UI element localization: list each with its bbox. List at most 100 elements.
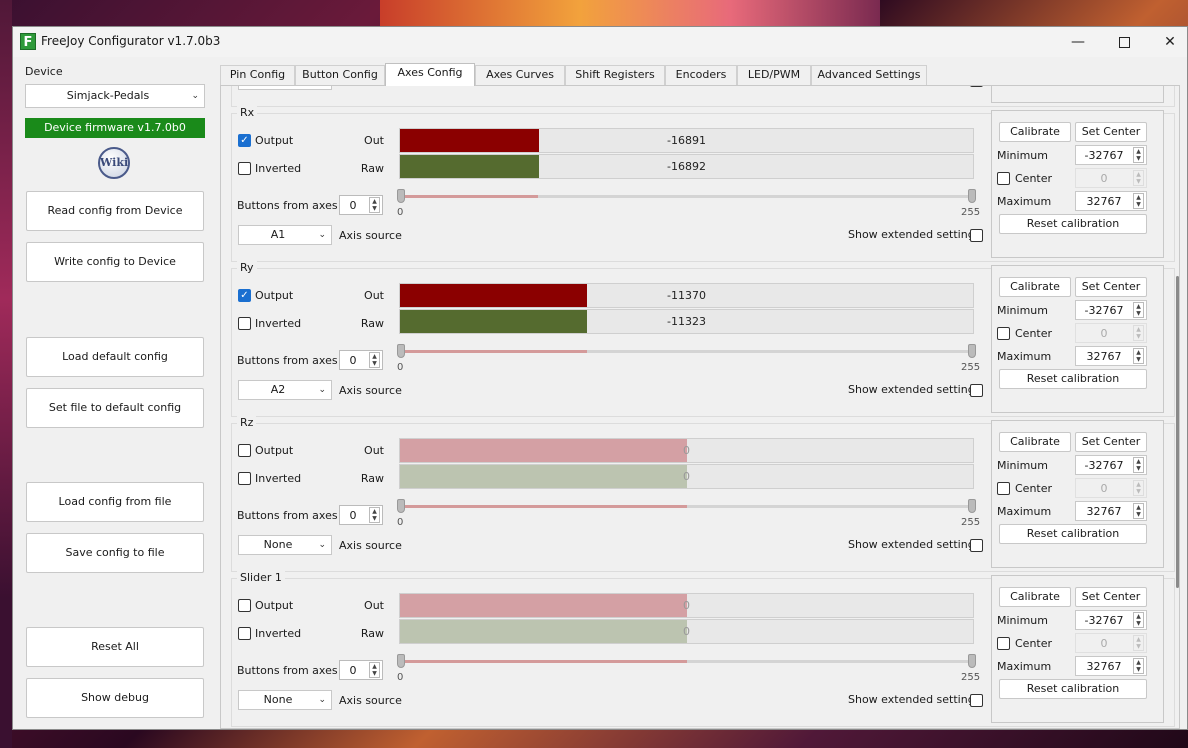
reset-calibration-button[interactable]: Reset calibration (999, 369, 1147, 389)
reset-calibration-button[interactable]: Reset calibration (999, 214, 1147, 234)
set-center-button[interactable]: Set Center (1075, 587, 1147, 607)
show-extended-checkbox[interactable] (970, 229, 983, 242)
maximum-label: Maximum (997, 195, 1052, 208)
spin-arrows-icon[interactable]: ▲ ▼ (369, 507, 380, 523)
minimum-spinbox[interactable]: -32767 ▲ ▼ (1075, 610, 1147, 630)
inverted-checkbox[interactable] (238, 472, 251, 485)
center-checkbox[interactable] (997, 327, 1010, 340)
center-checkbox[interactable] (997, 172, 1010, 185)
buttons-count: 0 (349, 199, 357, 212)
slider-max-handle[interactable] (968, 189, 976, 203)
tab-encoders[interactable]: Encoders (665, 65, 737, 85)
chevron-down-icon: ⌄ (318, 385, 326, 395)
maximum-spinbox[interactable]: 32767 ▲ ▼ (1075, 191, 1147, 211)
axis-source-select[interactable]: A1 ⌄ (238, 225, 332, 245)
spin-arrows-icon[interactable]: ▲ ▼ (369, 352, 380, 368)
minimum-spinbox[interactable]: -32767 ▲ ▼ (1075, 300, 1147, 320)
calibrate-button[interactable]: Calibrate (999, 587, 1071, 607)
buttons-range-slider[interactable] (397, 654, 976, 668)
set-center-button[interactable]: Set Center (1075, 432, 1147, 452)
close-button[interactable]: ✕ (1147, 27, 1188, 57)
read-config-button[interactable]: Read config from Device (26, 191, 204, 231)
wiki-globe-icon[interactable]: Wiki (98, 147, 130, 179)
axis-source-select[interactable]: None ⌄ (238, 690, 332, 710)
save-config-file-button[interactable]: Save config to file (26, 533, 204, 573)
tab-led-pwm[interactable]: LED/PWM (737, 65, 811, 85)
calibrate-button[interactable]: Calibrate (999, 432, 1071, 452)
minimum-label: Minimum (997, 459, 1048, 472)
tab-pin-config[interactable]: Pin Config (220, 65, 295, 85)
reset-calibration-button[interactable]: Reset calibration (999, 524, 1147, 544)
tab-advanced-settings[interactable]: Advanced Settings (811, 65, 927, 85)
write-config-button[interactable]: Write config to Device (26, 242, 204, 282)
calibrate-button[interactable]: Calibrate (999, 122, 1071, 142)
maximum-spinbox[interactable]: 32767 ▲ ▼ (1075, 501, 1147, 521)
show-extended-checkbox[interactable] (970, 694, 983, 707)
show-extended-checkbox[interactable] (970, 86, 983, 87)
slider-max-handle[interactable] (968, 654, 976, 668)
slider-max-handle[interactable] (968, 344, 976, 358)
minimum-spinbox[interactable]: -32767 ▲ ▼ (1075, 455, 1147, 475)
calibration-panel: Calibrate Set Center Minimum -32767 ▲▼ Ce… (991, 110, 1164, 258)
load-config-file-button[interactable]: Load config from file (26, 482, 204, 522)
set-center-button[interactable]: Set Center (1075, 277, 1147, 297)
scrollbar-thumb[interactable] (1176, 276, 1179, 588)
output-checkbox[interactable]: ✓ (238, 134, 251, 147)
spin-arrows-icon[interactable]: ▲ ▼ (369, 197, 380, 213)
vertical-scrollbar[interactable] (1174, 86, 1179, 728)
slider-min-handle[interactable] (397, 344, 405, 358)
center-checkbox[interactable] (997, 482, 1010, 495)
spin-arrows-icon[interactable]: ▲ ▼ (1133, 348, 1144, 364)
axis-source-select[interactable]: A0 ⌄ (238, 86, 332, 90)
buttons-range-slider[interactable] (397, 344, 976, 358)
tab-shift-registers[interactable]: Shift Registers (565, 65, 665, 85)
buttons-from-axes-spinbox[interactable]: 0 ▲ ▼ (339, 350, 383, 370)
slider-min-handle[interactable] (397, 189, 405, 203)
maximize-button[interactable] (1101, 27, 1147, 57)
tab-axes-curves[interactable]: Axes Curves (475, 65, 565, 85)
slider-min-handle[interactable] (397, 499, 405, 513)
show-debug-button[interactable]: Show debug (26, 678, 204, 718)
inverted-checkbox[interactable] (238, 627, 251, 640)
spin-arrows-icon[interactable]: ▲ ▼ (1133, 302, 1144, 318)
buttons-from-axes-spinbox[interactable]: 0 ▲ ▼ (339, 660, 383, 680)
spin-arrows-icon[interactable]: ▲ ▼ (1133, 612, 1144, 628)
output-checkbox[interactable]: ✓ (238, 289, 251, 302)
spin-arrows-icon[interactable]: ▲ ▼ (1133, 457, 1144, 473)
output-checkbox[interactable] (238, 444, 251, 457)
out-value: -11370 (667, 289, 706, 302)
spin-arrows-icon[interactable]: ▲ ▼ (1133, 503, 1144, 519)
buttons-from-axes-spinbox[interactable]: 0 ▲ ▼ (339, 195, 383, 215)
axis-source-select[interactable]: A2 ⌄ (238, 380, 332, 400)
maximum-spinbox[interactable]: 32767 ▲ ▼ (1075, 656, 1147, 676)
slider-max-handle[interactable] (968, 499, 976, 513)
tab-button-config[interactable]: Button Config (295, 65, 385, 85)
reset-calibration-button[interactable]: Reset calibration (999, 679, 1147, 699)
center-checkbox[interactable] (997, 637, 1010, 650)
inverted-checkbox[interactable] (238, 162, 251, 175)
show-extended-checkbox[interactable] (970, 539, 983, 552)
slider-min-handle[interactable] (397, 654, 405, 668)
inverted-checkbox[interactable] (238, 317, 251, 330)
slider-range-fill (399, 505, 687, 508)
buttons-range-slider[interactable] (397, 189, 976, 203)
minimum-spinbox[interactable]: -32767 ▲ ▼ (1075, 145, 1147, 165)
reset-all-button[interactable]: Reset All (26, 627, 204, 667)
spin-arrows-icon[interactable]: ▲ ▼ (369, 662, 380, 678)
output-checkbox[interactable] (238, 599, 251, 612)
spin-arrows-icon[interactable]: ▲ ▼ (1133, 658, 1144, 674)
axis-source-select[interactable]: None ⌄ (238, 535, 332, 555)
spin-arrows-icon[interactable]: ▲ ▼ (1133, 147, 1144, 163)
buttons-range-slider[interactable] (397, 499, 976, 513)
device-select[interactable]: Simjack-Pedals ⌄ (25, 84, 205, 108)
minimize-button[interactable]: — (1055, 27, 1101, 57)
set-file-default-button[interactable]: Set file to default config (26, 388, 204, 428)
tab-axes-config[interactable]: Axes Config (385, 63, 475, 86)
set-center-button[interactable]: Set Center (1075, 122, 1147, 142)
spin-arrows-icon[interactable]: ▲ ▼ (1133, 193, 1144, 209)
buttons-from-axes-spinbox[interactable]: 0 ▲ ▼ (339, 505, 383, 525)
load-default-config-button[interactable]: Load default config (26, 337, 204, 377)
calibrate-button[interactable]: Calibrate (999, 277, 1071, 297)
show-extended-checkbox[interactable] (970, 384, 983, 397)
maximum-spinbox[interactable]: 32767 ▲ ▼ (1075, 346, 1147, 366)
